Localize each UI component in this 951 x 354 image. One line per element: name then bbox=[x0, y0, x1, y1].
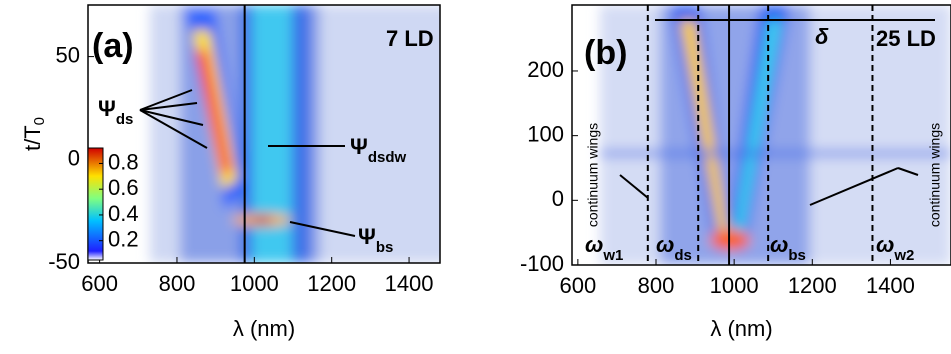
panel-label: (b) bbox=[584, 34, 627, 72]
annotation-symbol: ω bbox=[585, 232, 603, 257]
colorbar-tick-label: 0.4 bbox=[108, 201, 139, 226]
annotation-sub: w2 bbox=[893, 247, 914, 264]
annotation-symbol: Ψ bbox=[350, 134, 368, 159]
annotation-sub: dsdw bbox=[368, 149, 407, 166]
arrows bbox=[139, 19, 935, 237]
x-tick-label: 1400 bbox=[385, 271, 434, 296]
panel-label: (a) bbox=[92, 27, 134, 65]
x-tick-label: 1000 bbox=[230, 271, 279, 296]
annotation: ωw2 bbox=[876, 232, 914, 264]
annotation-symbol: ω bbox=[656, 232, 674, 257]
annotation-symbol: Ψ bbox=[98, 96, 116, 121]
x-tick-label: 600 bbox=[560, 273, 597, 298]
y-tick-label: 100 bbox=[527, 121, 564, 146]
side-label: continuum wings bbox=[927, 123, 943, 227]
colorbar bbox=[87, 147, 104, 261]
x-axis-label: λ (nm) bbox=[710, 316, 772, 341]
panel-tag: 7 LD bbox=[386, 26, 434, 51]
y-tick-label: 0 bbox=[68, 146, 80, 171]
x-tick-label: 1400 bbox=[866, 273, 915, 298]
colorbar-tick-label: 0.6 bbox=[108, 175, 139, 200]
annotation-sub: ds bbox=[674, 247, 692, 264]
y-label-main: t/T bbox=[20, 125, 45, 151]
y-tick-label: -100 bbox=[520, 251, 564, 276]
annotation-symbol: ω bbox=[876, 232, 894, 257]
y-tick-label: 50 bbox=[56, 42, 80, 67]
annotation-sub: w1 bbox=[602, 247, 623, 264]
annotation: ωw1 bbox=[585, 232, 623, 264]
annotation-symbol: δ bbox=[815, 24, 829, 49]
y-tick-label: 0 bbox=[552, 186, 564, 211]
annotation-sub: bs bbox=[788, 247, 806, 264]
x-tick-label: 1200 bbox=[788, 273, 837, 298]
annotation-sub: ds bbox=[116, 111, 134, 128]
heatmap-a bbox=[150, 5, 440, 263]
annotation-symbol: ω bbox=[770, 232, 788, 257]
x-axis-label: λ (nm) bbox=[233, 316, 295, 341]
plot-frame bbox=[571, 4, 951, 266]
annotation: Ψdsdw bbox=[350, 134, 406, 166]
y-tick-label: -50 bbox=[48, 249, 80, 274]
annotation: Ψds bbox=[98, 96, 133, 128]
x-tick-label: 1000 bbox=[710, 273, 759, 298]
x-tick-label: 1200 bbox=[307, 271, 356, 296]
x-tick-label: 800 bbox=[638, 273, 675, 298]
annotation-symbol: Ψ bbox=[358, 224, 376, 249]
y-axis-label: t/T0 bbox=[20, 117, 48, 151]
heatmap-b bbox=[600, 5, 951, 265]
x-tick-label: 600 bbox=[81, 271, 118, 296]
y-label-sub: 0 bbox=[31, 117, 48, 125]
annotation: Ψbs bbox=[358, 224, 393, 256]
annotation: ωbs bbox=[770, 232, 806, 264]
colorbar-tick-label: 0.2 bbox=[108, 227, 139, 252]
panel-tag: 25 LD bbox=[876, 26, 936, 51]
annotation-sub: bs bbox=[376, 239, 394, 256]
side-label: continuum wings bbox=[585, 123, 601, 227]
y-tick-label: 200 bbox=[527, 57, 564, 82]
plot-frame bbox=[87, 4, 441, 264]
annotation: ωds bbox=[656, 232, 692, 264]
annotation: δ bbox=[815, 24, 829, 49]
x-tick-label: 800 bbox=[159, 271, 196, 296]
colorbar-tick-label: 0.8 bbox=[108, 149, 139, 174]
